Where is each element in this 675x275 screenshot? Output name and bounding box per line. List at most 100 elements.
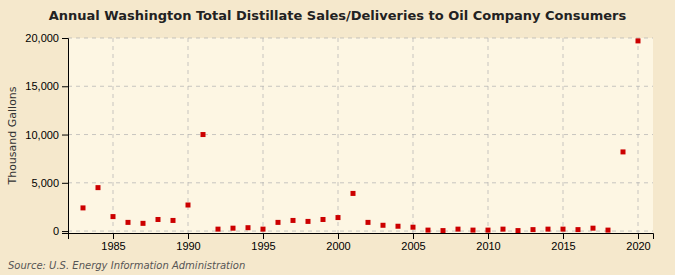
tick: 5,000 <box>31 177 68 189</box>
tick: 2015 <box>551 233 575 252</box>
tick-label: 10,000 <box>25 129 59 141</box>
grid-line <box>638 38 639 233</box>
point <box>531 227 536 232</box>
tick: 1990 <box>176 233 200 252</box>
axis-line <box>69 234 654 240</box>
point <box>426 228 431 233</box>
tick: 15,000 <box>25 80 68 92</box>
grid-line <box>338 38 339 233</box>
point <box>381 223 386 228</box>
point <box>276 220 281 225</box>
point <box>441 228 446 233</box>
tick-label: 20,000 <box>25 32 59 44</box>
point <box>111 214 116 219</box>
point <box>471 228 476 233</box>
tick-mark <box>62 231 68 232</box>
tick: 0 <box>53 225 68 237</box>
tick-label: 1990 <box>176 240 200 252</box>
tick: 20,000 <box>25 32 68 44</box>
tick-mark <box>113 233 114 239</box>
tick: 1995 <box>251 233 275 252</box>
tick-mark <box>62 183 68 184</box>
tick: 2005 <box>401 233 425 252</box>
point <box>141 221 146 226</box>
tick-mark <box>263 233 264 239</box>
annotation: Source: U.S. Energy Information Administ… <box>8 260 245 271</box>
tick-label: 2000 <box>326 240 350 252</box>
tick-mark <box>62 135 68 136</box>
point <box>231 226 236 231</box>
grid-line <box>113 38 114 233</box>
point <box>621 149 626 154</box>
grid-line <box>68 182 653 183</box>
x-axis: 1985 1990 1995 2000 2005 2010 2015 2020 <box>69 233 654 252</box>
point <box>96 185 101 190</box>
point <box>261 227 266 232</box>
point <box>186 203 191 208</box>
point <box>291 218 296 223</box>
grid-line <box>413 38 414 233</box>
point <box>576 227 581 232</box>
tick-label: 1985 <box>101 240 125 252</box>
y-axis: 0 5,000 10,000 15,000 20,000 <box>25 32 68 237</box>
point <box>516 228 521 233</box>
background <box>0 0 675 275</box>
point <box>456 227 461 232</box>
point <box>591 226 596 231</box>
point <box>201 132 206 137</box>
tick-mark <box>638 233 639 239</box>
points <box>81 38 641 233</box>
tick: 10,000 <box>25 129 68 141</box>
point <box>321 217 326 222</box>
grid-line <box>68 134 653 135</box>
plot-background <box>68 38 653 233</box>
grid-line <box>488 38 489 233</box>
tick: 1985 <box>101 233 125 252</box>
grid-line <box>68 38 653 39</box>
tick-label: 2015 <box>551 240 575 252</box>
tick: 2010 <box>476 233 500 252</box>
point <box>636 38 641 43</box>
tick-label: 2010 <box>476 240 500 252</box>
point <box>561 227 566 232</box>
point <box>501 227 506 232</box>
tick-mark <box>62 38 68 39</box>
point <box>306 219 311 224</box>
grid-line <box>263 38 264 233</box>
tick: 2020 <box>626 233 650 252</box>
grid <box>68 38 653 233</box>
point <box>171 218 176 223</box>
point <box>246 225 251 230</box>
grid-line <box>563 38 564 233</box>
tick: 2000 <box>326 233 350 252</box>
point <box>411 225 416 230</box>
tick-label: 2020 <box>626 240 650 252</box>
tick-mark <box>188 233 189 239</box>
y-axis-title: Thousand Gallons <box>6 86 19 185</box>
grid-line <box>68 86 653 87</box>
tick-label: 0 <box>53 225 59 237</box>
axis-line <box>62 39 69 234</box>
point <box>396 224 401 229</box>
point <box>351 191 356 196</box>
point <box>546 227 551 232</box>
tick-label: 5,000 <box>31 177 59 189</box>
point <box>81 205 86 210</box>
point <box>126 220 131 225</box>
title: Annual Washington Total Distillate Sales… <box>49 8 627 23</box>
point <box>486 228 491 233</box>
tick-label: 15,000 <box>25 80 59 92</box>
tick-mark <box>563 233 564 239</box>
tick-label: 1995 <box>251 240 275 252</box>
tick-mark <box>488 233 489 239</box>
point <box>606 228 611 233</box>
tick-mark <box>338 233 339 239</box>
point <box>216 227 221 232</box>
tick-mark <box>62 86 68 87</box>
plot: 1985 1990 1995 2000 2005 2010 2015 2020 0 5,000 10… <box>25 32 653 252</box>
point <box>156 217 161 222</box>
tick-mark <box>413 233 414 239</box>
chart: 1985 1990 1995 2000 2005 2010 2015 2020 0 5,000 10… <box>0 0 675 275</box>
point <box>336 215 341 220</box>
point <box>366 220 371 225</box>
